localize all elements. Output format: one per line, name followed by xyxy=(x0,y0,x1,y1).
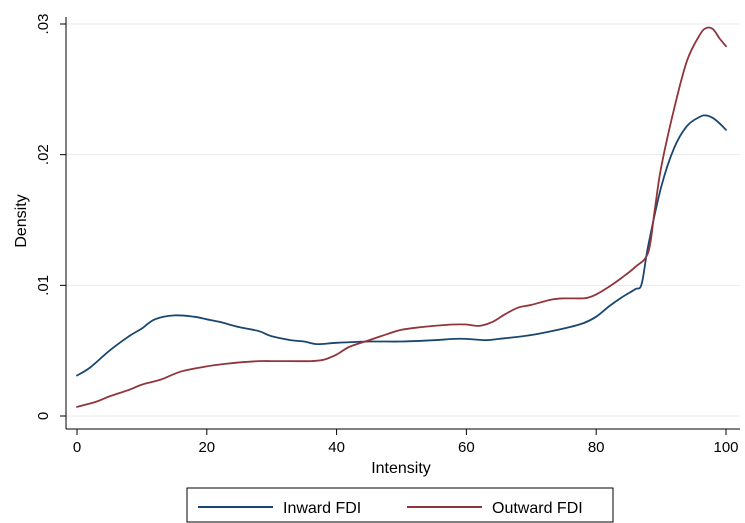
axes xyxy=(65,17,740,430)
y-tick-label: .03 xyxy=(35,14,52,35)
x-tick-label: 80 xyxy=(588,439,605,456)
legend-label-outward-fdi: Outward FDI xyxy=(492,500,583,517)
legend-box xyxy=(186,487,614,523)
x-axis-title: Intensity xyxy=(371,460,431,477)
x-tick-label: 60 xyxy=(458,439,475,456)
series-lines xyxy=(76,26,727,408)
y-tick-label: .02 xyxy=(35,144,52,165)
y-tick-label: 0 xyxy=(35,412,52,420)
x-tick-label: 0 xyxy=(73,439,81,456)
y-tick-label: .01 xyxy=(35,275,52,296)
series-line-inward-fdi xyxy=(76,114,727,377)
legend-label-inward-fdi: Inward FDI xyxy=(283,500,361,517)
x-tick-label: 20 xyxy=(198,439,215,456)
gridlines xyxy=(66,23,740,417)
ticks: 0 .01 .02 .03 0 20 40 60 80 100 xyxy=(35,14,739,456)
x-tick-label: 40 xyxy=(328,439,345,456)
y-axis-title: Density xyxy=(13,194,30,247)
x-tick-label: 100 xyxy=(713,439,738,456)
legend: Inward FDI Outward FDI xyxy=(186,487,614,523)
series-line-outward-fdi xyxy=(76,26,727,408)
